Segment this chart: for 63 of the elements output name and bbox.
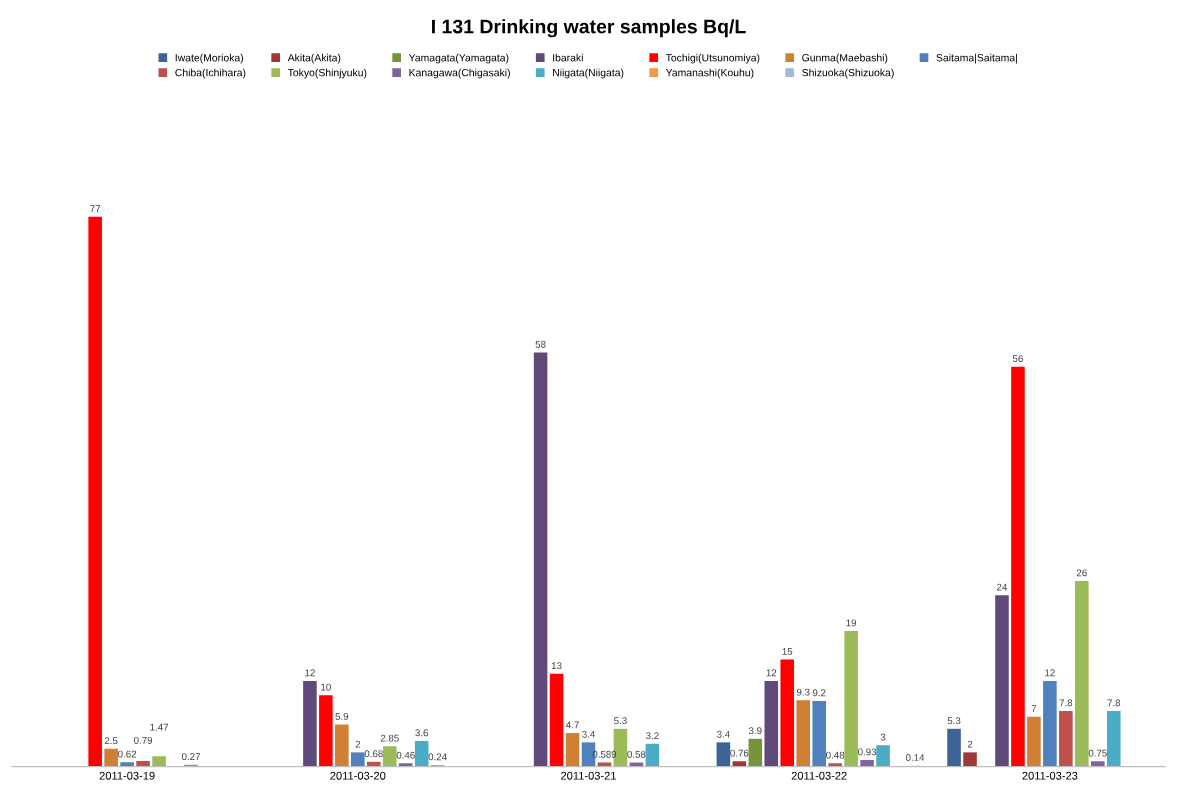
legend-label: Gunma(Maebashi) xyxy=(802,53,888,64)
data-label: 26 xyxy=(1076,569,1087,577)
data-label: 9.3 xyxy=(796,688,810,696)
data-label: 7.8 xyxy=(1107,699,1121,707)
data-label: 3.2 xyxy=(646,732,659,740)
data-label: 0.75 xyxy=(1088,749,1107,757)
data-label: 10 xyxy=(321,683,331,691)
data-label: 2 xyxy=(967,740,973,748)
data-label: 15 xyxy=(782,648,793,655)
legend-label: Tochigi(Utsunomiya) xyxy=(665,53,760,64)
data-label: 4.7 xyxy=(566,721,579,729)
legend-label: Ibaraki xyxy=(553,53,583,62)
legend-label: Shizuoka(Shizuoka) xyxy=(802,68,894,79)
legend-label: Saitama|Saitama| xyxy=(936,53,1017,64)
data-label: 0.48 xyxy=(826,751,845,759)
legend-label: Tokyo(Shinjyuku) xyxy=(287,68,367,79)
data-label: 24 xyxy=(997,583,1008,591)
data-label: 3.9 xyxy=(748,727,762,735)
data-label: 0.68 xyxy=(364,750,383,758)
data-label: 2.85 xyxy=(380,734,399,742)
data-label: 0.93 xyxy=(858,748,877,756)
data-label: 0.76 xyxy=(730,749,749,757)
data-label: 3.4 xyxy=(582,730,595,738)
data-label: 0.24 xyxy=(428,753,447,761)
legend-label: Niigata(Niigata) xyxy=(553,68,624,79)
legend-label: Yamanashi(Kouhu) xyxy=(665,68,754,79)
data-label: 58 xyxy=(535,340,546,348)
data-label: 7 xyxy=(1031,705,1037,712)
data-label: 12 xyxy=(305,669,315,677)
data-label: 5.3 xyxy=(614,717,627,725)
data-label: 56 xyxy=(1012,355,1023,363)
chart-title: I 131 Drinking water samples Bq/L xyxy=(432,19,746,38)
data-label: 19 xyxy=(846,619,857,627)
data-label: 2.5 xyxy=(104,737,118,745)
data-label: 0.79 xyxy=(134,736,153,744)
x-tick-label: 2011-03-22 xyxy=(791,771,847,780)
data-label: 3 xyxy=(880,733,886,741)
data-label: 12 xyxy=(766,669,777,677)
data-label: 12 xyxy=(1045,669,1055,677)
data-label: 0.58 xyxy=(627,750,646,758)
data-label: 0.14 xyxy=(905,754,925,761)
x-tick-label: 2011-03-20 xyxy=(330,771,386,780)
data-label: 1.47 xyxy=(150,723,169,731)
x-tick-label: 2011-03-23 xyxy=(1022,771,1078,780)
legend-label: Yamagata(Yamagata) xyxy=(408,53,509,64)
data-label: 77 xyxy=(90,205,101,212)
x-tick-label: 2011-03-19 xyxy=(99,771,155,780)
data-label: 0.27 xyxy=(181,753,200,761)
data-label: 7.8 xyxy=(1059,699,1073,707)
data-label: 9.2 xyxy=(812,689,826,697)
data-label: 3.4 xyxy=(716,730,730,738)
legend-label: Iwate(Morioka) xyxy=(175,53,244,64)
legend-label: Akita(Akita) xyxy=(287,53,341,64)
data-label: 5.3 xyxy=(947,717,961,725)
data-label: 0.46 xyxy=(396,751,415,759)
x-tick-label: 2011-03-21 xyxy=(561,771,616,780)
legend-label: Chiba(Ichihara) xyxy=(175,68,246,79)
data-label: 5.9 xyxy=(335,712,349,720)
data-label: 3.6 xyxy=(415,729,429,737)
data-label: 2 xyxy=(355,740,361,748)
data-label: 13 xyxy=(551,662,562,670)
data-label: 0.62 xyxy=(118,750,137,758)
legend-label: Kanagawa(Chigasaki) xyxy=(409,68,510,79)
